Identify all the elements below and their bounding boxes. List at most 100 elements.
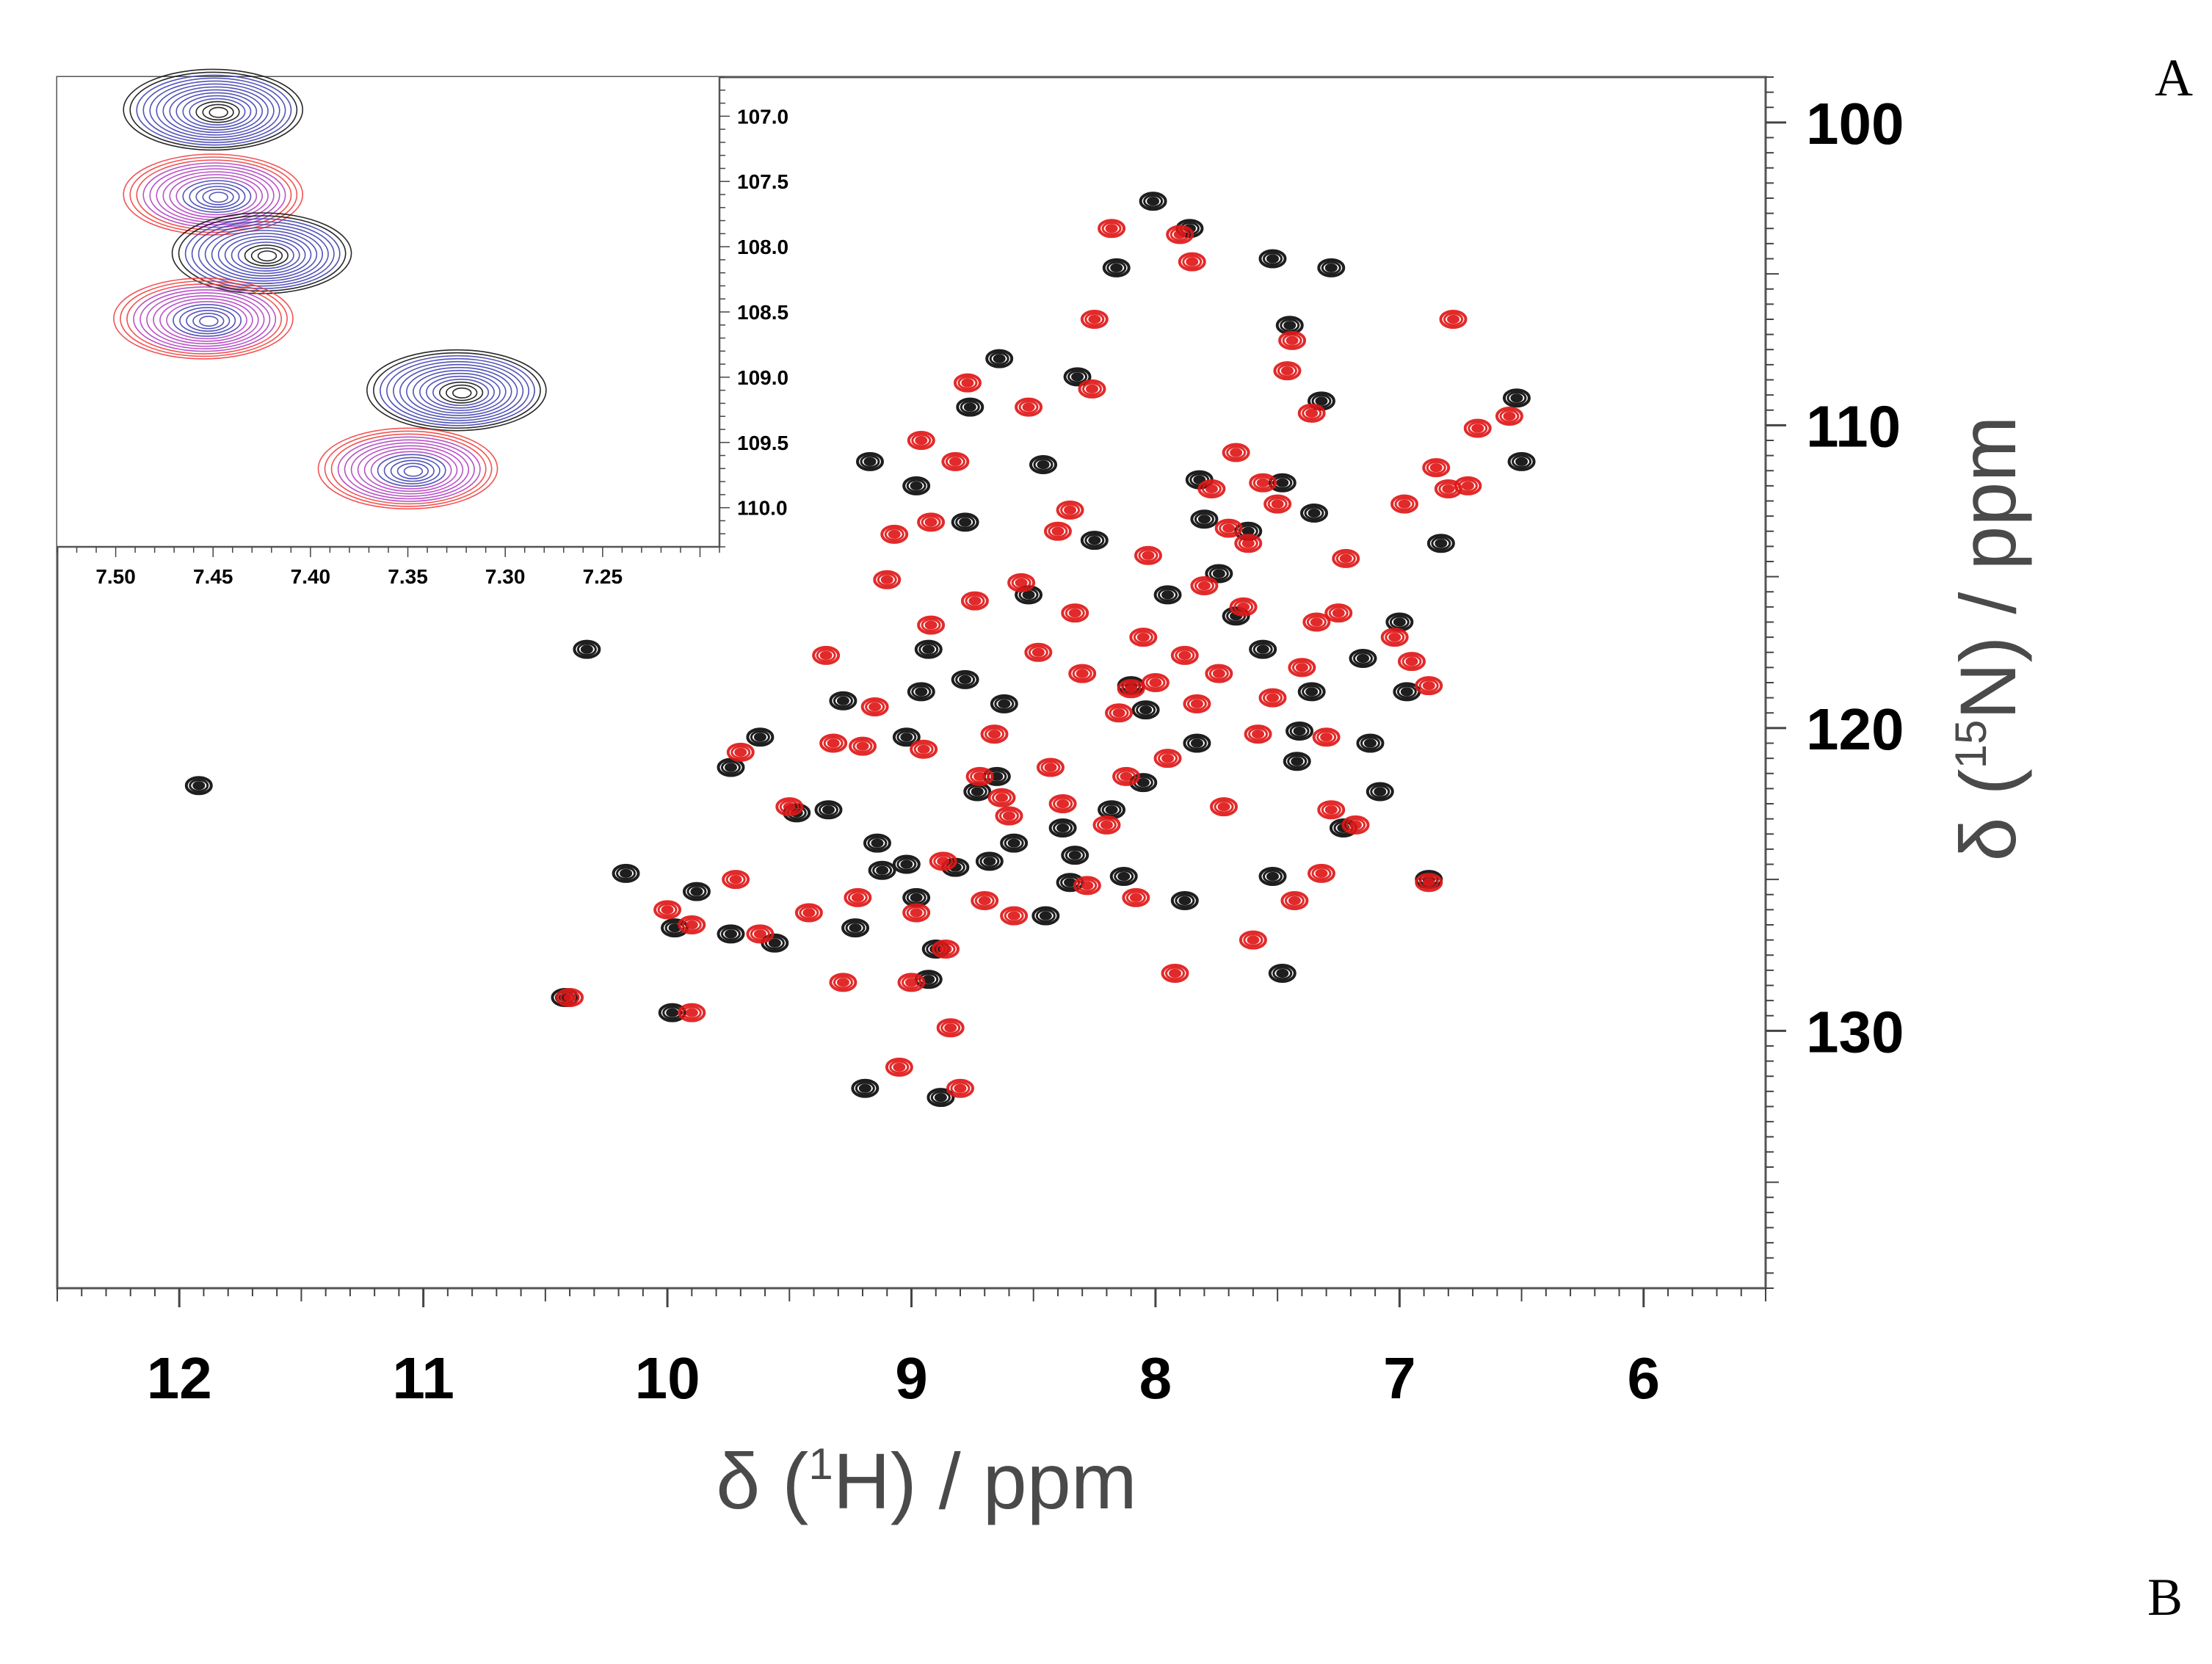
peak-contour (1415, 873, 1443, 893)
peak-contour (896, 730, 917, 744)
peak-marker (1061, 603, 1089, 623)
peak-marker (1258, 249, 1287, 269)
peak-contour (1363, 738, 1377, 748)
peak-contour (1422, 681, 1435, 691)
peak-contour (849, 736, 877, 756)
peak-contour (1256, 478, 1269, 487)
peak-marker (1078, 379, 1106, 399)
peak-contour (856, 741, 869, 751)
inset-contour-line (146, 292, 265, 347)
y-tick-label: 100 (1806, 91, 1904, 156)
peak-marker (844, 887, 872, 907)
peak-contour (924, 620, 938, 630)
peak-contour (1088, 536, 1101, 545)
peak-contour (980, 724, 1009, 744)
peak-contour (1194, 512, 1214, 526)
peak-contour (1249, 473, 1277, 493)
inset-contour-line (202, 189, 234, 206)
peak-contour (896, 857, 917, 871)
inset-contour-line (113, 277, 294, 360)
inset-peaks (113, 68, 547, 510)
peak-contour (1360, 736, 1380, 750)
peak-contour (1143, 194, 1164, 208)
peak-contour (1210, 797, 1239, 817)
peak-contour (1335, 551, 1356, 566)
peak-contour (1214, 799, 1234, 814)
peak-marker (892, 727, 921, 747)
peak-contour (1116, 769, 1136, 784)
peak-contour (1252, 730, 1265, 739)
inset-contour-line (195, 101, 240, 123)
peak-contour (929, 851, 957, 871)
peak-marker (1385, 612, 1414, 632)
peak-contour (580, 644, 593, 654)
peak-marker (1048, 818, 1077, 838)
peak-contour (974, 893, 995, 908)
peak-marker (1170, 645, 1199, 665)
peak-contour (775, 797, 804, 817)
peak-contour (871, 838, 884, 848)
peak-marker (951, 669, 979, 689)
peak-contour (1222, 606, 1250, 626)
peak-contour (1237, 602, 1250, 611)
inset-contour-line (129, 156, 298, 233)
peak-marker (971, 891, 999, 910)
main-x-axis: 12 11 10 9 8 7 6 (57, 1288, 1766, 1411)
peak-contour (1291, 757, 1304, 766)
peak-contour (1311, 866, 1332, 881)
peak-contour (1249, 639, 1277, 659)
peak-contour (1131, 700, 1160, 720)
peak-contour (907, 682, 935, 702)
peak-contour (979, 854, 1000, 868)
peak-marker (1283, 752, 1311, 771)
inset-contour-line (373, 352, 541, 429)
peak-contour (951, 512, 979, 532)
peak-contour (1468, 421, 1488, 435)
peak-marker (1197, 479, 1226, 498)
peak-contour (1442, 484, 1455, 494)
peak-contour (1022, 402, 1035, 412)
peak-marker (902, 903, 931, 923)
peak-contour (1370, 785, 1390, 799)
peak-contour (973, 771, 987, 781)
y-axis-title: δ (15N) / ppm (1943, 416, 2032, 862)
peak-contour (956, 397, 984, 417)
inset-peak (171, 212, 352, 294)
peak-contour (1316, 730, 1337, 744)
peak-contour (906, 479, 926, 493)
peak-contour (1422, 878, 1435, 887)
peak-contour (957, 376, 978, 390)
peak-contour (1039, 911, 1052, 920)
peak-marker (819, 733, 848, 753)
peak-contour (1263, 494, 1292, 514)
peak-contour (1443, 312, 1463, 327)
peak-contour (816, 648, 836, 663)
peak-contour (192, 781, 206, 791)
peak-contour (1233, 600, 1254, 614)
peak-contour (1308, 508, 1321, 518)
peak-contour (1056, 500, 1084, 520)
peak-marker (1280, 891, 1309, 910)
peak-contour (1205, 664, 1233, 683)
peak-contour (1201, 482, 1222, 496)
peak-contour (855, 451, 884, 471)
peak-contour (1276, 968, 1289, 978)
peak-contour (1457, 479, 1478, 493)
peak-contour (1302, 612, 1331, 632)
peak-contour (971, 891, 999, 910)
peak-contour (685, 920, 698, 930)
peak-contour (1153, 585, 1182, 605)
peak-marker (1222, 443, 1250, 462)
y-tick-label: 110 (1806, 393, 1901, 459)
peak-contour (1339, 553, 1352, 563)
peak-contour (915, 435, 928, 446)
peak-contour (1138, 548, 1158, 563)
peak-contour (1380, 628, 1409, 647)
peak-marker (951, 512, 979, 532)
x-tick-label: 11 (392, 1345, 454, 1411)
peak-contour (1076, 669, 1089, 678)
peak-contour (1248, 727, 1269, 741)
peak-contour (686, 884, 707, 898)
peak-contour (750, 730, 770, 744)
inset-contour-line (186, 310, 231, 332)
